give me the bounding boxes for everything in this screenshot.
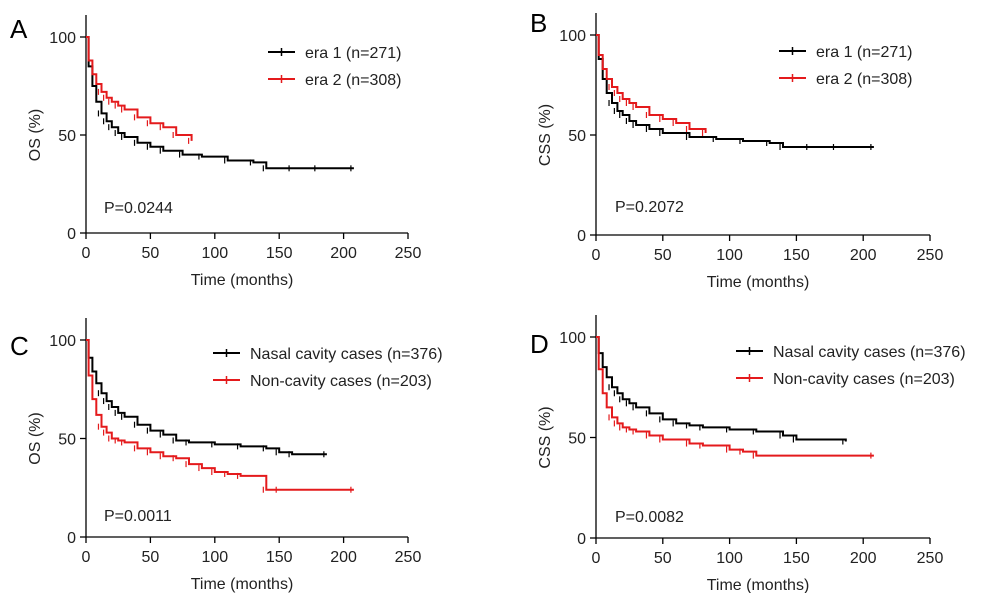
y-tick-label: 100 [49, 30, 76, 47]
x-tick-label: 0 [82, 245, 91, 262]
legend-label: Nasal cavity cases (n=376) [773, 344, 966, 361]
x-tick-label: 100 [716, 247, 743, 264]
legend-label: era 1 (n=271) [305, 45, 402, 62]
y-axis-title: CSS (%) [537, 104, 554, 166]
chart-panel-a: A 0 50 100 150 200 250 0 50 100 Time (months) OS (%… [10, 14, 421, 289]
x-tick-label: 50 [142, 245, 160, 262]
x-tick-label: 200 [850, 550, 877, 567]
x-tick-label: 200 [330, 549, 357, 566]
x-tick-label: 150 [783, 247, 810, 264]
chart-panel-b: B 0 50 100 150 200 250 0 50 100 Time (months) CSS (… [530, 8, 943, 291]
x-tick-label: 250 [917, 550, 944, 567]
panel-label: C [10, 331, 29, 361]
y-axis-title: OS (%) [27, 412, 44, 464]
survival-curve-red [596, 336, 874, 457]
survival-curve-black [86, 339, 327, 456]
survival-curve-black [596, 34, 874, 148]
p-value-annotation: P=0.0011 [104, 508, 172, 525]
x-tick-label: 150 [266, 245, 293, 262]
legend-label: Nasal cavity cases (n=376) [250, 346, 443, 363]
x-tick-label: 50 [654, 247, 672, 264]
x-tick-label: 150 [783, 550, 810, 567]
x-tick-label: 0 [82, 549, 91, 566]
chart-panel-d: D 0 50 100 150 200 250 0 50 100 Time (months) CSS (… [530, 315, 966, 593]
x-tick-label: 250 [395, 245, 422, 262]
legend-label: Non-cavity cases (n=203) [250, 373, 432, 390]
y-axis-title: CSS (%) [537, 406, 554, 468]
y-tick-label: 50 [568, 128, 586, 145]
x-tick-label: 50 [654, 550, 672, 567]
x-tick-label: 250 [917, 247, 944, 264]
survival-curve-black [86, 36, 354, 170]
panel-label: D [530, 329, 549, 359]
x-axis-title: Time (months) [707, 274, 810, 291]
x-tick-label: 0 [592, 550, 601, 567]
legend-label: era 2 (n=308) [816, 71, 913, 88]
legend-label: Non-cavity cases (n=203) [773, 371, 955, 388]
legend-label: era 1 (n=271) [816, 44, 913, 61]
survival-curve-black [596, 336, 847, 442]
p-value-annotation: P=0.2072 [615, 199, 684, 216]
panel-label: A [10, 14, 28, 44]
chart-panel-c: C 0 50 100 150 200 250 0 50 100 Time (months) OS (%… [10, 318, 443, 593]
survival-curve-red [86, 339, 354, 491]
x-tick-label: 50 [142, 549, 160, 566]
survival-curve-red [86, 36, 193, 141]
x-tick-label: 100 [201, 245, 228, 262]
p-value-annotation: P=0.0244 [104, 200, 173, 217]
x-tick-label: 100 [201, 549, 228, 566]
x-tick-label: 250 [395, 549, 422, 566]
legend-label: era 2 (n=308) [305, 72, 402, 89]
y-tick-label: 100 [559, 28, 586, 45]
x-tick-label: 150 [266, 549, 293, 566]
x-axis-title: Time (months) [191, 576, 294, 593]
y-tick-label: 0 [577, 531, 586, 548]
x-tick-label: 200 [330, 245, 357, 262]
x-axis-title: Time (months) [191, 272, 294, 289]
y-tick-label: 0 [67, 530, 76, 547]
y-tick-label: 0 [577, 228, 586, 245]
y-tick-label: 100 [559, 330, 586, 347]
y-tick-label: 50 [58, 128, 76, 145]
x-tick-label: 200 [850, 247, 877, 264]
y-axis-title: OS (%) [27, 109, 44, 161]
panel-label: B [530, 8, 547, 38]
x-axis-title: Time (months) [707, 577, 810, 593]
x-tick-label: 0 [592, 247, 601, 264]
p-value-annotation: P=0.0082 [615, 509, 684, 526]
x-tick-label: 100 [716, 550, 743, 567]
y-tick-label: 50 [58, 432, 76, 449]
y-tick-label: 100 [49, 333, 76, 350]
survival-curve-red [596, 34, 707, 133]
y-tick-label: 0 [67, 226, 76, 243]
y-tick-label: 50 [568, 431, 586, 448]
